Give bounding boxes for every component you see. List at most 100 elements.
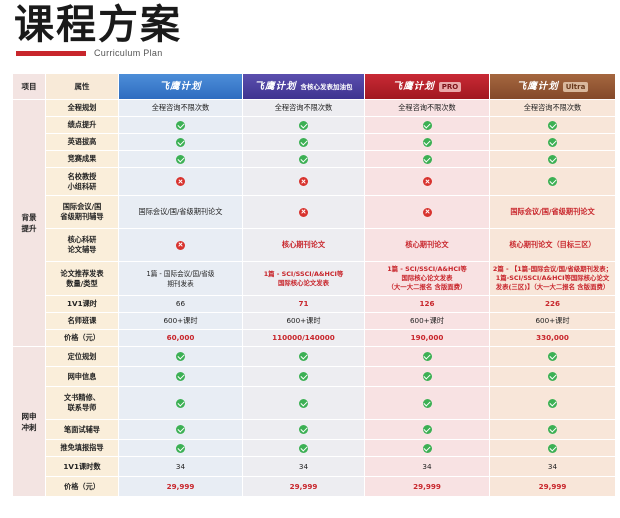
value-cell — [243, 134, 365, 151]
value-cell — [119, 117, 243, 134]
check-icon — [176, 425, 185, 434]
cross-icon — [422, 207, 432, 217]
check-icon — [548, 398, 557, 408]
cell-text: 2篇 - 【1篇-国际会议/国/省级期刊发表； 1篇-SCI/SSCI/A&HC… — [492, 265, 613, 291]
cell-text: 34 — [422, 461, 432, 471]
check-icon — [299, 443, 308, 453]
value-cell — [119, 151, 243, 168]
value-cell: 核心期刊论文 — [243, 229, 365, 262]
row-attribute: 名师班课 — [46, 313, 119, 330]
value-cell: 60,000 — [119, 330, 243, 347]
value-cell — [243, 117, 365, 134]
row-attribute: 1V1课时 — [46, 296, 119, 313]
cross-icon — [176, 177, 185, 186]
check-icon — [548, 177, 557, 186]
cross-icon — [176, 240, 185, 250]
table-row: 笔面试辅导 — [46, 420, 616, 440]
row-attribute: 绩点提升 — [46, 117, 119, 134]
table-row: 全程规划 全程咨询不限次数 全程咨询不限次数 全程咨询不限次数 全程咨询不限次数 — [46, 100, 616, 117]
check-icon — [176, 352, 185, 361]
value-cell — [119, 367, 243, 387]
value-cell: 600+课时 — [119, 313, 243, 330]
cell-text: 1篇 - SCI/SSCI/A&HCI等 国际核心论文发表 — [263, 269, 344, 287]
value-cell — [365, 387, 490, 420]
row-attribute: 竞赛成果 — [46, 151, 119, 168]
cell-text: 1篇 - 国际会议/国/省级 期刊发表 — [146, 269, 215, 288]
value-cell — [243, 420, 365, 440]
row-attribute: 论文推荐发表 数量/类型 — [46, 262, 119, 296]
row-attribute: 1V1课时数 — [46, 457, 119, 477]
cell-text: 核心期刊论文（目标三区） — [509, 240, 596, 249]
check-icon — [299, 352, 308, 361]
table-row: 国际会议/国 省级期刊辅导 国际会议/国/省级期刊论文 国际会议/国/省级期刊论文 — [46, 196, 616, 229]
cell-text: 全程咨询不限次数 — [398, 103, 456, 112]
plan-tag: 含核心发表加油包 — [300, 82, 353, 91]
cell-text: 1篇 - SCI/SSCI/A&HCI等 国际核心论文发表 （大一大二报名 含版… — [387, 265, 467, 291]
value-cell — [365, 151, 490, 168]
check-icon — [422, 443, 432, 453]
value-cell — [365, 367, 490, 387]
value-cell — [119, 420, 243, 440]
table-row: 名师班课 600+课时 600+课时 600+课时 600+课时 — [46, 313, 616, 330]
value-cell — [490, 347, 616, 367]
value-cell: 226 — [490, 296, 616, 313]
plan-name: 飞鹰计划 — [254, 80, 297, 92]
cell-text: 226 — [544, 299, 560, 308]
check-icon — [176, 137, 185, 147]
check-icon — [422, 120, 432, 130]
value-cell — [243, 168, 365, 196]
check-icon — [422, 372, 432, 381]
value-cell: 600+课时 — [365, 313, 490, 330]
cell-text: 600+课时 — [409, 316, 445, 325]
cell-text: 29,999 — [166, 481, 195, 491]
value-cell: 71 — [243, 296, 365, 313]
cell-text: 110000/140000 — [272, 333, 335, 342]
check-icon — [548, 137, 557, 147]
row-attribute: 文书精修、 联系导师 — [46, 387, 119, 420]
page-title: 课程方案 — [14, 2, 182, 48]
value-cell: 29,999 — [243, 477, 365, 497]
check-icon — [548, 120, 557, 130]
check-icon — [176, 372, 185, 381]
table-row: 1V1课时 66 71 126 226 — [46, 296, 616, 313]
page-subtitle: Curriculum Plan — [94, 48, 163, 58]
table-row: 价格（元） 29,999 29,999 29,999 29,999 — [46, 477, 616, 497]
check-icon — [548, 372, 557, 381]
value-cell: 330,000 — [490, 330, 616, 347]
check-icon — [548, 352, 557, 361]
accent-bar — [16, 50, 86, 56]
row-attribute: 价格（元） — [46, 477, 119, 497]
row-attribute: 网申信息 — [46, 367, 119, 387]
cell-text: 34 — [547, 461, 558, 471]
header-attribute: 属性 — [46, 74, 119, 100]
check-icon — [299, 154, 308, 164]
value-cell: 国际会议/国/省级期刊论文 — [119, 196, 243, 229]
value-cell: 全程咨询不限次数 — [119, 100, 243, 117]
check-icon — [299, 120, 308, 130]
value-cell: 全程咨询不限次数 — [243, 100, 365, 117]
group-background-boost: 背景 提升 全程规划 全程咨询不限次数 全程咨询不限次数 全程咨询不限次数 全程咨询不限次… — [13, 100, 616, 347]
cell-text: 34 — [298, 461, 309, 471]
cell-text: 71 — [298, 299, 309, 308]
value-cell — [490, 168, 616, 196]
value-cell: 2篇 - 【1篇-国际会议/国/省级期刊发表； 1篇-SCI/SSCI/A&HC… — [490, 262, 616, 296]
check-icon — [299, 372, 308, 381]
value-cell — [490, 420, 616, 440]
row-attribute: 笔面试辅导 — [46, 420, 119, 440]
cell-text: 66 — [175, 299, 186, 308]
cell-text: 全程咨询不限次数 — [523, 103, 582, 112]
check-icon — [422, 398, 432, 408]
check-icon — [176, 154, 185, 164]
value-cell — [365, 168, 490, 196]
cell-text: 190,000 — [410, 333, 444, 342]
check-icon — [422, 154, 432, 164]
page-header: 课程方案 Curriculum Plan — [14, 2, 182, 72]
cell-text: 600+课时 — [286, 316, 321, 325]
value-cell — [490, 151, 616, 168]
value-cell: 600+课时 — [490, 313, 616, 330]
value-cell — [490, 117, 616, 134]
value-cell — [119, 347, 243, 367]
value-cell — [365, 134, 490, 151]
table-row: 英语拔高 — [46, 134, 616, 151]
value-cell — [490, 440, 616, 457]
